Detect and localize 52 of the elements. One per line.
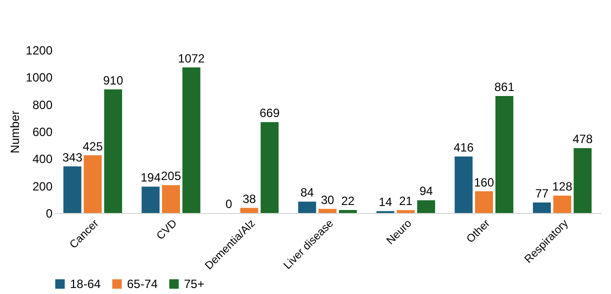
bar — [318, 208, 336, 213]
y-tick-label: 1200 — [26, 44, 53, 58]
bar — [495, 96, 514, 213]
bar — [142, 186, 160, 213]
x-tick-label: CVD — [154, 217, 180, 242]
data-label: 84 — [300, 186, 314, 200]
bar — [338, 210, 357, 213]
bar — [574, 148, 592, 213]
data-label: 160 — [474, 175, 494, 190]
bar — [182, 67, 200, 213]
bar — [240, 208, 258, 213]
data-label: 22 — [341, 194, 355, 208]
data-label: 14 — [378, 195, 392, 210]
data-label: 343 — [62, 150, 83, 164]
bar — [298, 202, 316, 213]
data-label: 128 — [552, 180, 573, 194]
bar — [417, 200, 436, 213]
y-tick-label: 200 — [32, 179, 53, 194]
bar — [84, 155, 102, 213]
bar — [162, 185, 180, 213]
data-label: 77 — [535, 186, 549, 201]
data-label: 194 — [140, 170, 161, 185]
legend-label: 65-74 — [127, 277, 158, 291]
bar — [454, 156, 473, 213]
data-label: 94 — [419, 184, 434, 198]
y-tick-label: 600 — [32, 125, 53, 139]
data-label: 861 — [494, 80, 515, 94]
data-label: 669 — [260, 106, 280, 120]
bar — [475, 191, 493, 213]
data-label: 910 — [103, 73, 124, 88]
y-tick-label: 400 — [32, 152, 53, 166]
bar — [260, 122, 279, 213]
data-label: 416 — [454, 140, 474, 154]
data-label: 1072 — [178, 51, 206, 66]
data-label: 38 — [242, 192, 256, 206]
y-tick-label: 800 — [32, 98, 53, 112]
data-label: 30 — [320, 192, 334, 207]
data-label: 478 — [572, 132, 593, 146]
bar — [396, 210, 415, 213]
legend-label: 75+ — [184, 277, 204, 291]
data-label: 205 — [160, 169, 182, 184]
bar — [63, 166, 82, 213]
data-label: 0 — [226, 197, 233, 211]
y-tick-label: 0 — [46, 206, 53, 220]
data-label: 21 — [399, 194, 413, 208]
bar — [532, 202, 551, 213]
y-tick-label: 1000 — [26, 70, 53, 85]
data-label: 425 — [82, 139, 104, 154]
legend-label: 18-64 — [70, 277, 102, 291]
y-axis-title: Number — [8, 110, 22, 154]
bar — [553, 196, 572, 213]
bar — [104, 89, 122, 213]
